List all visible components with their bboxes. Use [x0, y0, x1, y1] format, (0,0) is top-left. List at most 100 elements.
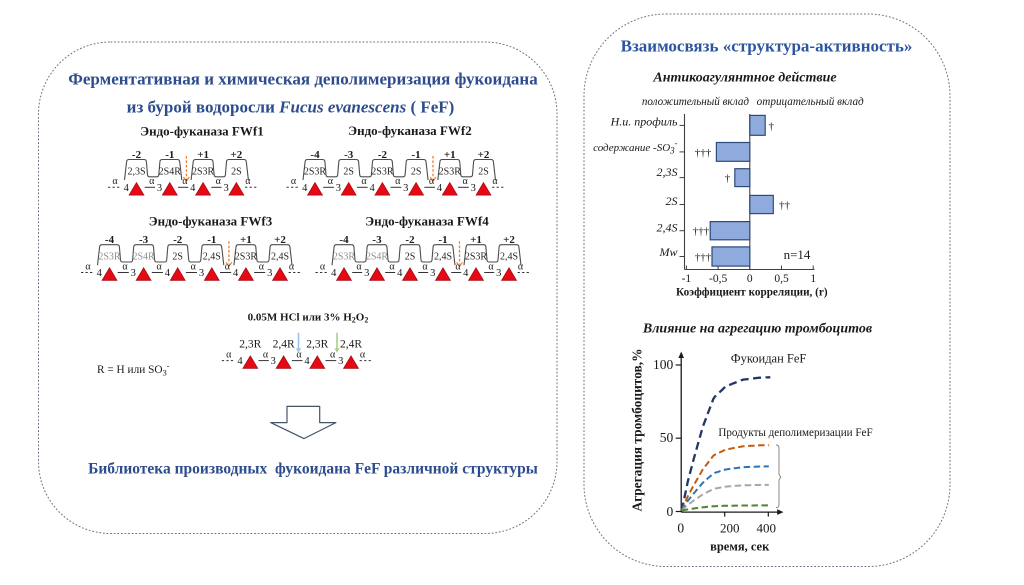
svg-text:4: 4 — [437, 183, 443, 194]
svg-text:α: α — [492, 176, 498, 187]
svg-text:α: α — [455, 261, 461, 272]
svg-text:200: 200 — [720, 520, 740, 535]
svg-text:α: α — [296, 349, 302, 360]
svg-text:время, сек: время, сек — [710, 540, 770, 554]
svg-text:R = H или SO3-: R = H или SO3- — [97, 362, 170, 378]
svg-text:3: 3 — [403, 183, 408, 194]
svg-text:α: α — [149, 176, 155, 187]
svg-text:α: α — [259, 261, 265, 272]
svg-text:†††: ††† — [695, 252, 712, 264]
svg-text:Влияние на агрегацию тромбоцит: Влияние на агрегацию тромбоцитов — [642, 322, 873, 337]
svg-text:-2: -2 — [132, 149, 142, 161]
svg-text:3: 3 — [496, 268, 501, 279]
svg-text:1: 1 — [810, 273, 816, 285]
svg-text:α: α — [360, 349, 366, 360]
svg-text:4: 4 — [237, 356, 243, 367]
svg-text:2,4S: 2,4S — [500, 252, 518, 263]
svg-text:2S3R: 2S3R — [333, 252, 356, 263]
svg-text:Эндо-фуканаза FWf3: Эндо-фуканаза FWf3 — [149, 214, 273, 229]
svg-text:Фукоидан FeF: Фукоидан FeF — [731, 352, 807, 366]
svg-text:из бурой водоросли Fucus evane: из бурой водоросли Fucus evanescens ( Fe… — [127, 98, 455, 117]
svg-text:+1: +1 — [240, 234, 252, 246]
svg-text:2,3S: 2,3S — [657, 165, 678, 179]
svg-text:α: α — [225, 261, 231, 272]
svg-text:α: α — [226, 349, 232, 360]
svg-text:α: α — [462, 176, 468, 187]
svg-text:0.05M HCl или 3% H2O2: 0.05M HCl или 3% H2O2 — [248, 311, 369, 324]
svg-text:α: α — [85, 261, 91, 272]
svg-text:Эндо-фуканаза FWf4: Эндо-фуканаза FWf4 — [365, 214, 489, 229]
svg-text:α: α — [122, 261, 128, 272]
svg-text:2,4R: 2,4R — [340, 338, 362, 350]
svg-text:отрицательный вклад: отрицательный вклад — [757, 96, 864, 108]
svg-text:-4: -4 — [105, 234, 115, 246]
svg-text:α: α — [291, 176, 297, 187]
svg-text:3: 3 — [430, 268, 435, 279]
svg-text:α: α — [395, 176, 401, 187]
svg-text:2S3R: 2S3R — [98, 252, 121, 263]
svg-text:+2: +2 — [478, 149, 490, 161]
svg-text:-1: -1 — [207, 234, 216, 246]
svg-text:α: α — [112, 176, 118, 187]
svg-text:†††: ††† — [693, 226, 710, 238]
svg-text:4: 4 — [397, 268, 403, 279]
svg-text:-0,5: -0,5 — [709, 273, 727, 285]
svg-text:2S: 2S — [343, 167, 354, 178]
svg-text:положительный вклад: положительный вклад — [642, 96, 750, 108]
svg-text:Mw: Mw — [659, 245, 678, 259]
svg-text:4: 4 — [124, 183, 130, 194]
svg-text:4: 4 — [302, 183, 308, 194]
svg-text:2S4R: 2S4R — [366, 252, 389, 263]
svg-text:α: α — [156, 261, 162, 272]
svg-text:Эндо-фуканаза FWf1: Эндо-фуканаза FWf1 — [140, 124, 263, 139]
svg-text:400: 400 — [757, 520, 777, 535]
svg-text:содержание -SO3-: содержание -SO3- — [593, 138, 678, 156]
svg-text:4: 4 — [369, 183, 375, 194]
svg-text:-3: -3 — [344, 149, 354, 161]
svg-text:2S: 2S — [666, 194, 678, 208]
svg-text:†: † — [769, 120, 775, 132]
svg-text:3: 3 — [267, 268, 272, 279]
svg-text:-4: -4 — [339, 234, 349, 246]
svg-text:2,4S: 2,4S — [657, 221, 678, 235]
svg-text:2S4R: 2S4R — [159, 167, 182, 178]
svg-text:4: 4 — [331, 268, 337, 279]
svg-text:50: 50 — [660, 430, 674, 445]
svg-text:3: 3 — [131, 268, 136, 279]
svg-text:†: † — [725, 173, 731, 185]
svg-text:-3: -3 — [139, 234, 149, 246]
svg-text:2,4S: 2,4S — [203, 252, 221, 263]
svg-text:-1: -1 — [438, 234, 447, 246]
svg-text:2S: 2S — [231, 167, 242, 178]
svg-text:α: α — [488, 261, 494, 272]
svg-text:-1: -1 — [682, 273, 692, 285]
svg-text:100: 100 — [653, 357, 674, 372]
svg-text:Продукты деполимеризации FeF: Продукты деполимеризации FeF — [718, 427, 872, 439]
svg-text:Коэффициент корреляции, (r): Коэффициент корреляции, (r) — [676, 286, 828, 298]
svg-text:2S3R: 2S3R — [371, 167, 394, 178]
svg-text:α: α — [422, 261, 428, 272]
svg-text:2S: 2S — [405, 252, 416, 263]
svg-text:0: 0 — [677, 520, 684, 535]
svg-text:2S4R: 2S4R — [132, 252, 155, 263]
svg-text:3: 3 — [364, 268, 369, 279]
svg-text:Н.и. профиль: Н.и. профиль — [610, 114, 678, 128]
svg-text:2S3R: 2S3R — [235, 252, 258, 263]
svg-text:††: †† — [779, 200, 791, 212]
svg-text:α: α — [263, 349, 269, 360]
svg-text:2,4S: 2,4S — [271, 252, 289, 263]
svg-text:2S: 2S — [172, 252, 183, 263]
svg-text:-1: -1 — [165, 149, 174, 161]
svg-text:α: α — [191, 261, 197, 272]
svg-text:α: α — [289, 261, 295, 272]
svg-text:α: α — [328, 176, 334, 187]
svg-text:3: 3 — [199, 268, 204, 279]
svg-text:2S: 2S — [411, 167, 422, 178]
svg-text:Эндо-фуканаза FWf2: Эндо-фуканаза FWf2 — [348, 123, 471, 138]
svg-text:n=14: n=14 — [784, 247, 811, 262]
svg-text:2,4S: 2,4S — [434, 252, 452, 263]
svg-text:α: α — [361, 176, 367, 187]
svg-text:2,4R: 2,4R — [273, 338, 295, 350]
svg-text:2S3R: 2S3R — [304, 167, 327, 178]
svg-text:-4: -4 — [310, 149, 320, 161]
